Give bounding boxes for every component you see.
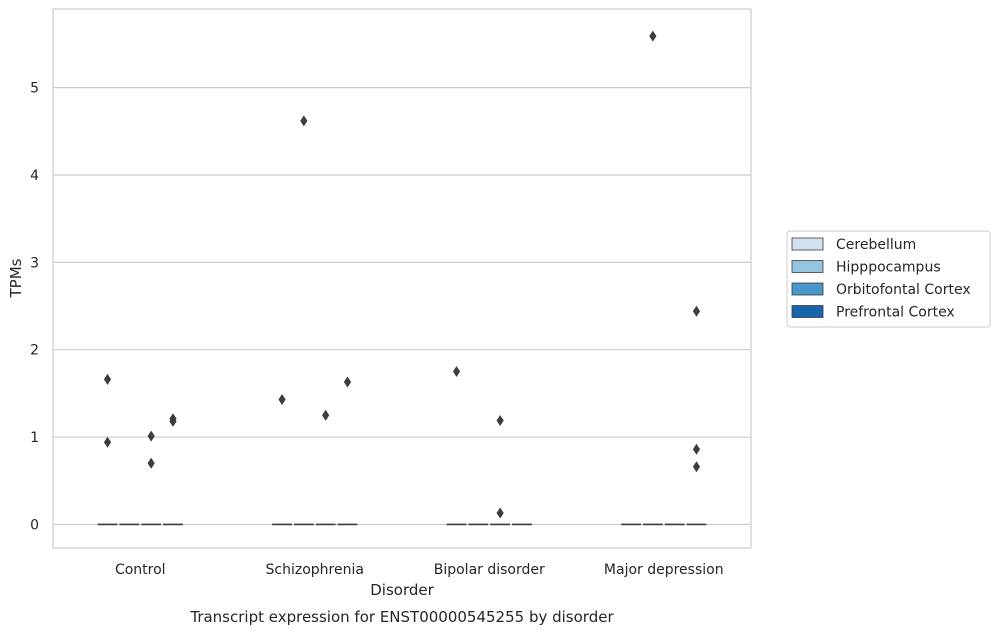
x-tick-label: Bipolar disorder bbox=[434, 562, 545, 578]
outlier-point bbox=[343, 376, 352, 388]
outlier-point bbox=[496, 507, 504, 519]
outlier-point bbox=[692, 443, 701, 455]
outlier-point bbox=[496, 414, 504, 426]
y-tick-label: 5 bbox=[30, 81, 39, 97]
outliers bbox=[103, 30, 701, 519]
y-tick-label: 4 bbox=[30, 168, 39, 184]
y-tick-label: 0 bbox=[30, 517, 39, 533]
legend-swatch bbox=[791, 237, 824, 251]
legend-label: Prefrontal Cortex bbox=[836, 305, 955, 321]
outlier-point bbox=[147, 430, 155, 442]
y-tick-label: 2 bbox=[30, 343, 39, 359]
y-tick-label: 1 bbox=[30, 430, 39, 446]
outlier-point bbox=[103, 373, 112, 385]
outlier-point bbox=[692, 461, 701, 473]
legend-swatch bbox=[791, 282, 824, 296]
chart-caption: Transcript expression for ENST0000054525… bbox=[189, 608, 614, 626]
outlier-point bbox=[278, 393, 286, 405]
legend-label: Hipppocampus bbox=[836, 260, 941, 276]
outlier-point bbox=[692, 305, 701, 317]
outlier-point bbox=[452, 366, 461, 378]
x-tick-label: Control bbox=[115, 562, 166, 578]
outlier-point bbox=[103, 436, 112, 448]
legend: Cerebellum Hipppocampus Orbitofontal Corte… bbox=[786, 230, 991, 328]
y-tick-labels: 0 1 2 3 4 5 bbox=[30, 81, 39, 534]
y-axis-label: TPMs bbox=[7, 258, 25, 298]
outlier-point bbox=[322, 409, 330, 421]
legend-swatch bbox=[791, 260, 824, 273]
x-tick-label: Schizophrenia bbox=[266, 562, 364, 578]
legend-label: Cerebellum bbox=[836, 237, 916, 253]
plot-area bbox=[52, 8, 752, 549]
y-tick-label: 3 bbox=[30, 255, 39, 271]
outlier-point bbox=[649, 30, 657, 42]
outlier-point bbox=[147, 457, 155, 469]
x-tick-label: Major depression bbox=[604, 562, 724, 578]
legend-frame bbox=[786, 230, 991, 328]
legend-label: Orbitofontal Cortex bbox=[836, 282, 971, 298]
x-axis-label: Disorder bbox=[370, 581, 434, 599]
outlier-point bbox=[300, 115, 308, 127]
outlier-point bbox=[169, 415, 177, 427]
legend-swatch bbox=[791, 305, 824, 318]
x-tick-labels: Control Schizophrenia Bipolar disorder Majo… bbox=[115, 562, 724, 578]
